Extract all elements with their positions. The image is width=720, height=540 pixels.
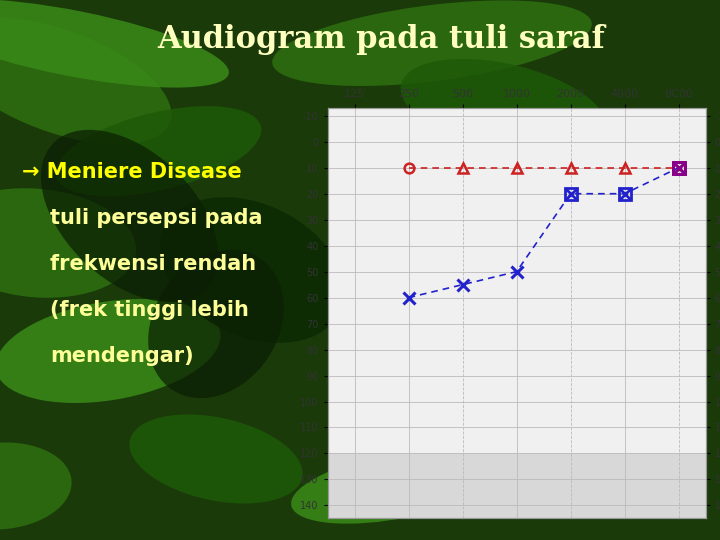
- Ellipse shape: [160, 197, 344, 343]
- Ellipse shape: [0, 188, 136, 298]
- Ellipse shape: [291, 448, 501, 524]
- Ellipse shape: [0, 442, 71, 530]
- Bar: [328, 454, 706, 518]
- Text: mendengar): mendengar): [50, 346, 194, 366]
- Ellipse shape: [130, 415, 302, 503]
- Ellipse shape: [0, 0, 229, 87]
- Ellipse shape: [0, 18, 171, 144]
- Text: → Meniere Disease: → Meniere Disease: [22, 162, 241, 182]
- Text: frekwensi rendah: frekwensi rendah: [50, 254, 256, 274]
- Ellipse shape: [55, 106, 261, 196]
- Ellipse shape: [400, 59, 608, 157]
- Text: Audiogram pada tuli saraf: Audiogram pada tuli saraf: [158, 24, 606, 55]
- Ellipse shape: [0, 299, 220, 403]
- Text: (frek tinggi lebih: (frek tinggi lebih: [50, 300, 249, 320]
- Ellipse shape: [41, 130, 218, 302]
- Ellipse shape: [148, 250, 284, 398]
- Ellipse shape: [272, 1, 592, 86]
- Text: tuli persepsi pada: tuli persepsi pada: [50, 208, 263, 228]
